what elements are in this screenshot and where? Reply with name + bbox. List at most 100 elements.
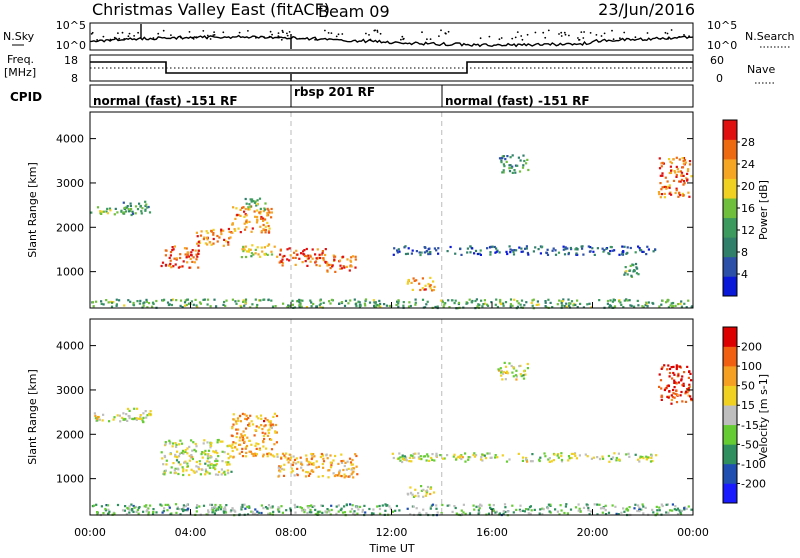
velocity-cell	[441, 503, 444, 507]
velocity-cell	[473, 508, 476, 511]
velocity-cell	[677, 381, 680, 384]
velocity-cell	[645, 455, 648, 458]
velocity-cell	[214, 503, 217, 507]
nsearch-dot	[511, 37, 514, 40]
velocity-cell	[586, 455, 589, 458]
power-cell	[267, 298, 270, 302]
power-cell	[282, 302, 285, 305]
velocity-cell	[175, 443, 178, 446]
power-cell	[493, 245, 496, 249]
power-cell	[220, 230, 223, 233]
velocity-cell	[553, 453, 556, 456]
power-cell	[499, 298, 502, 302]
velocity-cell	[314, 513, 317, 516]
power-cell	[299, 299, 302, 302]
power-cell	[395, 303, 398, 306]
power-cell	[468, 298, 471, 301]
velocity-cell	[425, 492, 428, 495]
power-cell	[113, 213, 116, 216]
power-cell	[454, 299, 457, 302]
power-cell	[91, 301, 94, 304]
velocity-cell	[524, 373, 527, 376]
velocity-cell	[560, 454, 563, 458]
power-cell	[682, 162, 685, 165]
velocity-cell	[296, 467, 299, 470]
power-cell	[302, 250, 305, 253]
velocity-cell	[480, 504, 483, 507]
velocity-cell	[241, 434, 244, 438]
velocity-cell	[263, 420, 266, 423]
velocity-cell	[213, 467, 216, 470]
velocity-cell	[144, 410, 147, 413]
power-cell	[478, 252, 481, 255]
velocity-frame	[89, 318, 694, 516]
power-cell	[242, 299, 245, 302]
power-cell	[486, 304, 490, 307]
power-cell	[170, 303, 173, 307]
power-cell	[396, 249, 399, 252]
power-cell	[270, 250, 273, 253]
velocity-cell	[245, 414, 248, 417]
velocity-cell	[636, 509, 639, 513]
nsearch-dot	[337, 33, 340, 36]
power-cell	[305, 247, 308, 251]
power-cell	[268, 211, 271, 214]
power-cell	[576, 299, 579, 302]
velocity-cell	[96, 417, 99, 420]
velocity-cell	[543, 452, 546, 455]
velocity-cell	[538, 459, 541, 463]
power-cell	[241, 248, 244, 251]
velocity-cell	[253, 512, 257, 515]
power-cell	[244, 197, 247, 201]
velocity-cell	[104, 507, 107, 511]
power-cell	[259, 255, 262, 258]
power-cell	[141, 207, 144, 210]
velocity-cell	[679, 511, 682, 514]
velocity-cell	[206, 471, 209, 474]
power-cell	[510, 166, 513, 169]
velocity-cell	[502, 512, 505, 515]
velocity-cell	[219, 508, 223, 511]
power-cell	[638, 247, 641, 250]
power-cell	[258, 211, 261, 214]
velocity-cell	[107, 512, 110, 515]
velocity-cell	[354, 453, 357, 456]
velocity-colorbar-swatch	[723, 483, 737, 504]
velocity-cell	[348, 475, 351, 478]
power-cell	[249, 248, 252, 251]
power-cell	[244, 300, 247, 303]
power-cell	[509, 303, 512, 306]
power-cell	[151, 301, 155, 304]
power-cell	[566, 247, 569, 250]
velocity-cell	[681, 400, 684, 403]
velocity-cell	[190, 439, 193, 442]
velocity-cell	[521, 509, 525, 512]
velocity-cell	[689, 372, 692, 375]
power-cell	[432, 280, 435, 283]
velocity-cell	[255, 415, 258, 418]
power-cell	[502, 155, 505, 158]
velocity-cell	[252, 454, 255, 458]
velocity-cell	[226, 463, 229, 466]
power-cell	[642, 250, 645, 253]
velocity-cell	[293, 474, 296, 477]
velocity-cell	[585, 503, 588, 506]
power-cell	[144, 204, 147, 208]
power-cell	[363, 302, 366, 305]
power-cell	[267, 209, 270, 212]
power-cell	[661, 299, 664, 302]
power-cell	[645, 253, 648, 256]
velocity-cell	[675, 508, 678, 512]
nsearch-dot	[324, 29, 326, 32]
velocity-cell	[665, 511, 668, 514]
power-cell	[471, 247, 474, 250]
velocity-cell	[243, 434, 246, 437]
power-cell	[171, 298, 174, 301]
power-cell	[222, 244, 225, 247]
velocity-colorbar-label: -200	[741, 477, 766, 490]
power-cell	[175, 299, 178, 302]
nsearch-dot	[128, 32, 131, 35]
velocity-cell	[221, 440, 224, 443]
cpid-segment-3: normal (fast) -151 RF	[445, 94, 590, 108]
velocity-cell	[676, 513, 680, 516]
